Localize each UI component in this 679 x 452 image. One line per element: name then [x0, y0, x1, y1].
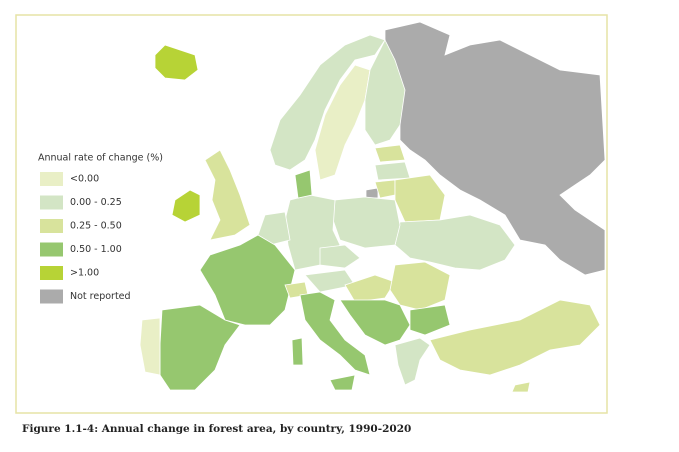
country [429, 299, 601, 376]
legend-swatch [40, 242, 63, 257]
country [154, 44, 199, 81]
legend-swatch [40, 289, 63, 304]
legend-label: 0.25 - 0.50 [70, 221, 122, 232]
caption: Figure 1.1-4: Annual change in forest ar… [22, 423, 411, 435]
legend-label: >1.00 [70, 268, 99, 279]
countries [139, 21, 606, 393]
country [139, 317, 161, 376]
country [171, 189, 201, 223]
country [394, 214, 516, 271]
country [374, 144, 406, 163]
country [339, 299, 411, 346]
country [294, 169, 313, 199]
legend-swatch [40, 219, 63, 233]
legend-title: Annual rate of change (%) [38, 153, 163, 164]
legend-label: <0.00 [70, 174, 99, 185]
legend-label: 0.50 - 1.00 [70, 244, 122, 255]
country [199, 234, 296, 326]
country [511, 381, 531, 393]
country [384, 21, 606, 276]
legend-swatch [40, 195, 63, 210]
legend-swatch [40, 266, 63, 280]
country [365, 187, 379, 199]
legend: <0.00 0.00 - 0.25 0.25 - 0.50 0.50 - 1.00 >1… [40, 172, 131, 304]
legend-label: Not reported [70, 291, 131, 302]
country [329, 374, 356, 391]
legend-label: 0.00 - 0.25 [70, 197, 122, 208]
country [204, 149, 251, 241]
country [374, 161, 411, 181]
legend-swatch [40, 172, 63, 186]
country [409, 304, 451, 336]
country [389, 261, 451, 311]
country [291, 337, 304, 366]
country [269, 34, 386, 171]
country [364, 39, 406, 146]
country [332, 196, 401, 249]
country [299, 291, 371, 376]
country [257, 211, 291, 246]
country [319, 244, 361, 269]
country [394, 337, 431, 386]
